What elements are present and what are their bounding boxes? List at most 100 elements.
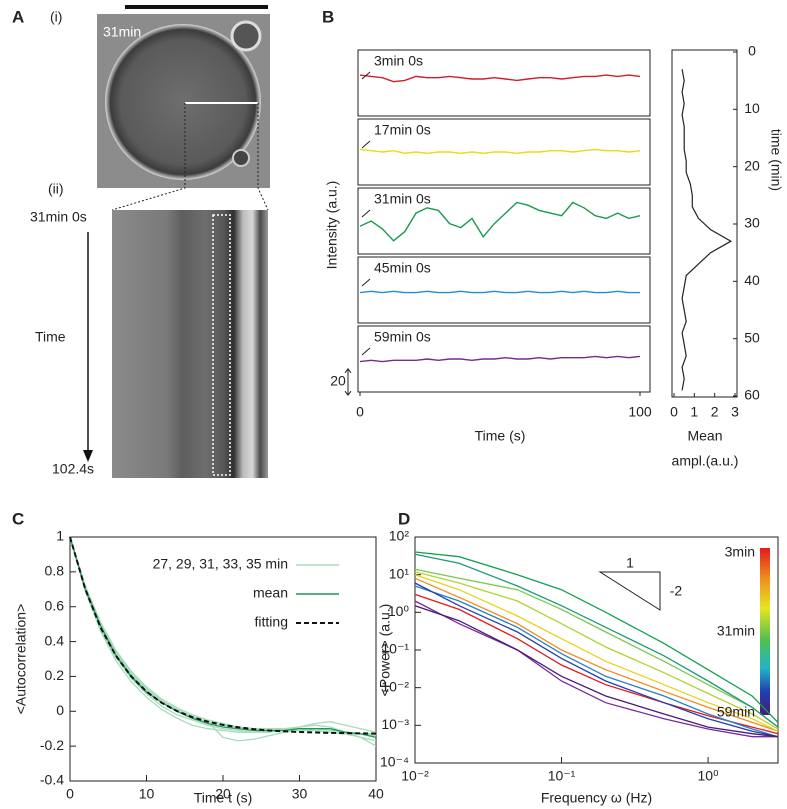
y-tick-label: 40 (744, 272, 760, 288)
y-tick-label: 10⁰ (388, 603, 410, 619)
y-tick-label: 10⁻² (381, 678, 409, 694)
trace-frame (357, 325, 651, 393)
series-line (69, 536, 377, 735)
y-tick-label: 10⁻⁴ (380, 754, 409, 770)
trace (359, 74, 641, 83)
series-line (414, 571, 779, 730)
slope-triangle (598, 571, 661, 611)
panel-label: A (12, 7, 24, 26)
trace-frame (357, 49, 651, 117)
series-line (414, 568, 779, 728)
trace (359, 148, 641, 155)
y-tick-label: 10 (744, 100, 760, 116)
y-tick-label: -0.4 (40, 772, 64, 788)
series-line (414, 551, 779, 723)
legend-label: 27, 29, 31, 33, 35 min (153, 556, 288, 572)
y-axis-title: time (min) (768, 129, 784, 191)
y-tick-label: 0.4 (45, 632, 65, 648)
guide (257, 103, 269, 211)
guide (111, 103, 186, 211)
y-tick-label: 10⁻³ (381, 716, 409, 732)
series-line (414, 585, 779, 738)
legend-label: mean (253, 585, 288, 601)
scale-arrows (344, 367, 352, 397)
colorbar (760, 548, 770, 715)
x-tick-label: 0 (670, 404, 678, 420)
y-axis-title: Intensity (a.u.) (324, 181, 340, 270)
series-line (414, 577, 779, 732)
kymo-end: 102.4s (52, 461, 94, 477)
y-axis-title: <Power> (a.u.) (377, 604, 393, 697)
y-tick-label: 10¹ (389, 565, 410, 581)
x-axis-title: Frequency ω (Hz) (541, 790, 652, 806)
pointer-arrow (361, 209, 371, 218)
x-tick-label: 0 (356, 404, 364, 420)
panel-label: B (322, 7, 334, 26)
trace (359, 355, 641, 363)
series-line (414, 605, 779, 738)
x-tick-label: 0 (66, 786, 74, 802)
x-tick-label: 10⁻¹ (548, 768, 576, 784)
trace-frame (357, 256, 651, 324)
time-label: Time (35, 329, 66, 345)
x-tick-label: 10 (139, 786, 155, 802)
series-line (414, 582, 779, 738)
plot-frame (69, 536, 377, 782)
x-tick-label: 100 (628, 404, 652, 420)
profile-line (681, 69, 733, 391)
pointer-arrow (361, 71, 371, 80)
scale-label: 20 (330, 373, 346, 389)
trace-label: 17min 0s (374, 122, 431, 138)
kymograph (112, 210, 268, 478)
colorbar-label: 59min (717, 704, 755, 720)
y-axis-title: <Autocorrelation> (13, 604, 29, 715)
cell (105, 24, 261, 180)
series-line (69, 536, 377, 747)
y-tick-label: 50 (744, 329, 760, 345)
x-tick-label: 40 (368, 786, 384, 802)
y-tick-label: 1 (56, 528, 64, 544)
y-tick-label: 30 (744, 215, 760, 231)
trace-label: 45min 0s (374, 260, 431, 276)
trace-label: 31min 0s (374, 191, 431, 207)
kymo-start: 31min 0s (30, 209, 87, 225)
x-tick-label: 20 (215, 786, 231, 802)
colorbar-label: 3min (725, 544, 755, 560)
cell (230, 20, 262, 52)
y-tick-label: 0 (56, 702, 64, 718)
arrow-head (83, 450, 93, 462)
series-line (414, 553, 779, 728)
panel-label: C (12, 509, 24, 528)
sublabel: (ii) (48, 181, 64, 197)
panel-label: D (398, 509, 410, 528)
series-line (414, 600, 778, 738)
y-tick-label: 0.2 (45, 667, 65, 683)
x-axis-title: Time (s) (475, 428, 526, 444)
x-tick-label: 30 (292, 786, 308, 802)
y-tick-label: 0.6 (45, 597, 65, 613)
y-tick-label: 10⁻¹ (381, 641, 409, 657)
slope-label: 1 (626, 555, 634, 571)
x-tick-label: 3 (731, 404, 739, 420)
x-axis-title: ampl.(a.u.) (672, 453, 739, 469)
trace-label: 3min 0s (374, 53, 423, 69)
trace (359, 290, 640, 294)
trace-frame (357, 118, 651, 186)
slope-label: -2 (670, 583, 683, 599)
series-line (414, 593, 779, 735)
image-time: 31min (103, 24, 141, 40)
y-tick-label: 10² (389, 528, 410, 544)
y-tick-label: 20 (744, 157, 760, 173)
pointer-arrow (361, 347, 371, 356)
trace-frame (357, 187, 651, 255)
trace-label: 59min 0s (374, 329, 431, 345)
colorbar-label: 31min (717, 623, 755, 639)
y-tick-label: 0.8 (45, 563, 65, 579)
panel-a: A (i) 31min (ii) 31min 0s Time 102.4s (12, 5, 270, 478)
x-axis-title: Time t (s) (194, 790, 253, 806)
pointer-arrow (361, 278, 371, 287)
x-tick-label: 2 (711, 404, 719, 420)
sublabel: (i) (50, 9, 62, 25)
roi (212, 214, 231, 476)
